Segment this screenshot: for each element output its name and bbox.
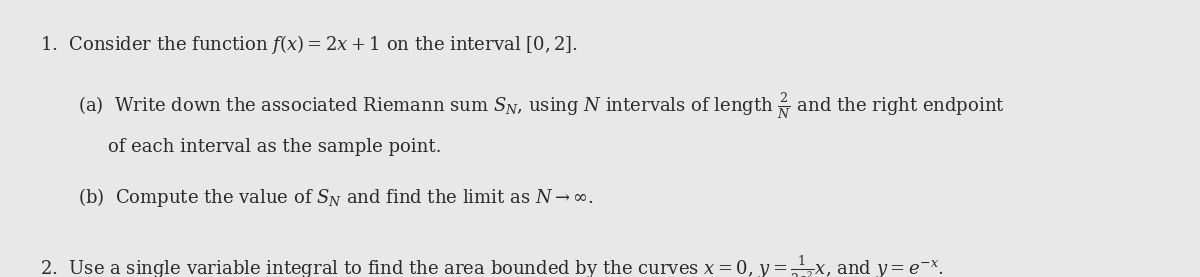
Text: (b)  Compute the value of $S_N$ and find the limit as $N \to \infty$.: (b) Compute the value of $S_N$ and find … <box>78 186 594 209</box>
Text: 2.  Use a single variable integral to find the area bounded by the curves $x = 0: 2. Use a single variable integral to fin… <box>40 255 943 277</box>
Text: (a)  Write down the associated Riemann sum $S_N$, using $N$ intervals of length : (a) Write down the associated Riemann su… <box>78 91 1004 121</box>
Text: 1.  Consider the function $f(x) = 2x + 1$ on the interval $[0, 2]$.: 1. Consider the function $f(x) = 2x + 1$… <box>40 33 577 56</box>
Text: of each interval as the sample point.: of each interval as the sample point. <box>108 138 442 157</box>
